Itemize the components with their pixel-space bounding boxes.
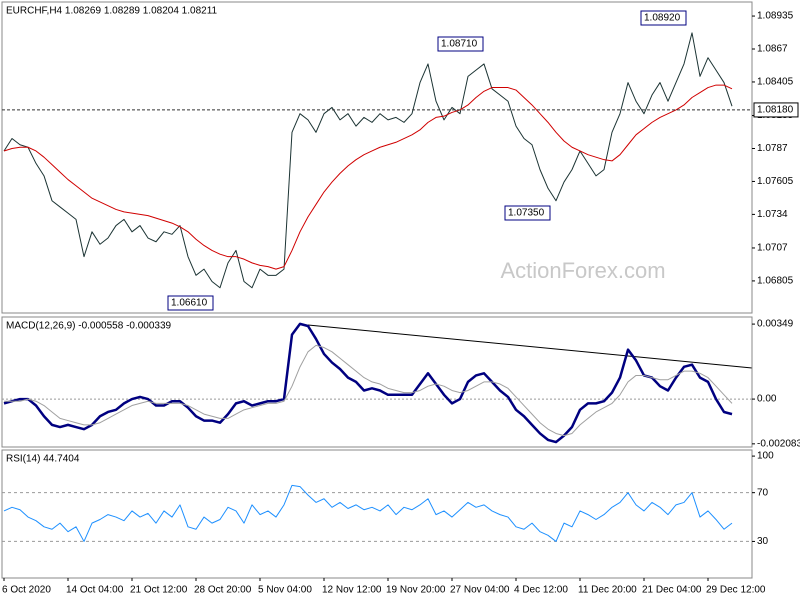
y-tick-label: 100 <box>757 451 774 462</box>
series-line <box>3 484 733 542</box>
x-tick-label: 21 Oct 12:00 <box>130 585 188 596</box>
panel-frame <box>1 1 753 314</box>
x-tick-label: 6 Oct 2020 <box>2 585 51 596</box>
x-tick-label: 21 Dec 04:00 <box>642 585 702 596</box>
annotation-box <box>504 205 551 221</box>
y-tick-label: 1.0734 <box>757 209 788 220</box>
x-tick-label: 19 Nov 20:00 <box>386 585 446 596</box>
annotation: 1.07350 <box>508 208 545 219</box>
x-tick-label: 4 Dec 12:00 <box>514 585 568 596</box>
x-tick-label: 29 Dec 12:00 <box>706 585 766 596</box>
y-tick-label: 1.0867 <box>757 44 788 55</box>
y-tick-label: 1.08935 <box>757 11 794 22</box>
x-tick-label: 5 Nov 04:00 <box>258 585 312 596</box>
x-tick-label: 27 Nov 04:00 <box>450 585 510 596</box>
panel-title: EURCHF,H4 1.08269 1.08289 1.08204 1.0821… <box>6 6 218 17</box>
y-tick-label: 0.00 <box>757 394 777 405</box>
x-tick-label: 28 Oct 20:00 <box>194 585 252 596</box>
series-line <box>4 344 733 437</box>
panel-frame <box>1 316 753 448</box>
y-tick-label: 1.07605 <box>757 176 794 187</box>
annotation-box <box>640 10 687 26</box>
series-line <box>3 32 733 289</box>
y-tick-label: 1.0707 <box>757 243 788 254</box>
annotation-box <box>437 36 484 52</box>
x-tick-label: 11 Dec 20:00 <box>578 585 637 596</box>
last-price-box <box>753 102 799 118</box>
series-line <box>3 322 733 444</box>
annotation: 1.08920 <box>644 13 681 24</box>
y-tick-label: 0.00349 <box>757 319 794 330</box>
panel-title: RSI(14) 44.7404 <box>6 454 80 465</box>
y-tick-label: 1.08405 <box>757 77 794 88</box>
y-tick-label: 1.06805 <box>757 276 794 287</box>
annotation-box <box>167 295 214 311</box>
last-price-label: 1.08180 <box>757 105 794 116</box>
y-tick-label: 70 <box>757 487 769 498</box>
x-tick-label: 14 Oct 04:00 <box>66 585 124 596</box>
macd-trendline <box>307 324 753 369</box>
annotation: 1.06610 <box>171 298 208 309</box>
annotation: 1.08710 <box>441 39 478 50</box>
series-line <box>3 84 733 270</box>
y-tick-label: 1.0787 <box>757 143 788 154</box>
y-tick-label: -0.002083 <box>757 438 800 449</box>
y-tick-label: 30 <box>757 536 769 547</box>
panel-title: MACD(12,26,9) -0.000558 -0.000339 <box>6 321 172 332</box>
panel-frame <box>1 449 753 579</box>
watermark: ActionForex.com <box>500 258 665 283</box>
x-tick-label: 12 Nov 12:00 <box>322 585 382 596</box>
